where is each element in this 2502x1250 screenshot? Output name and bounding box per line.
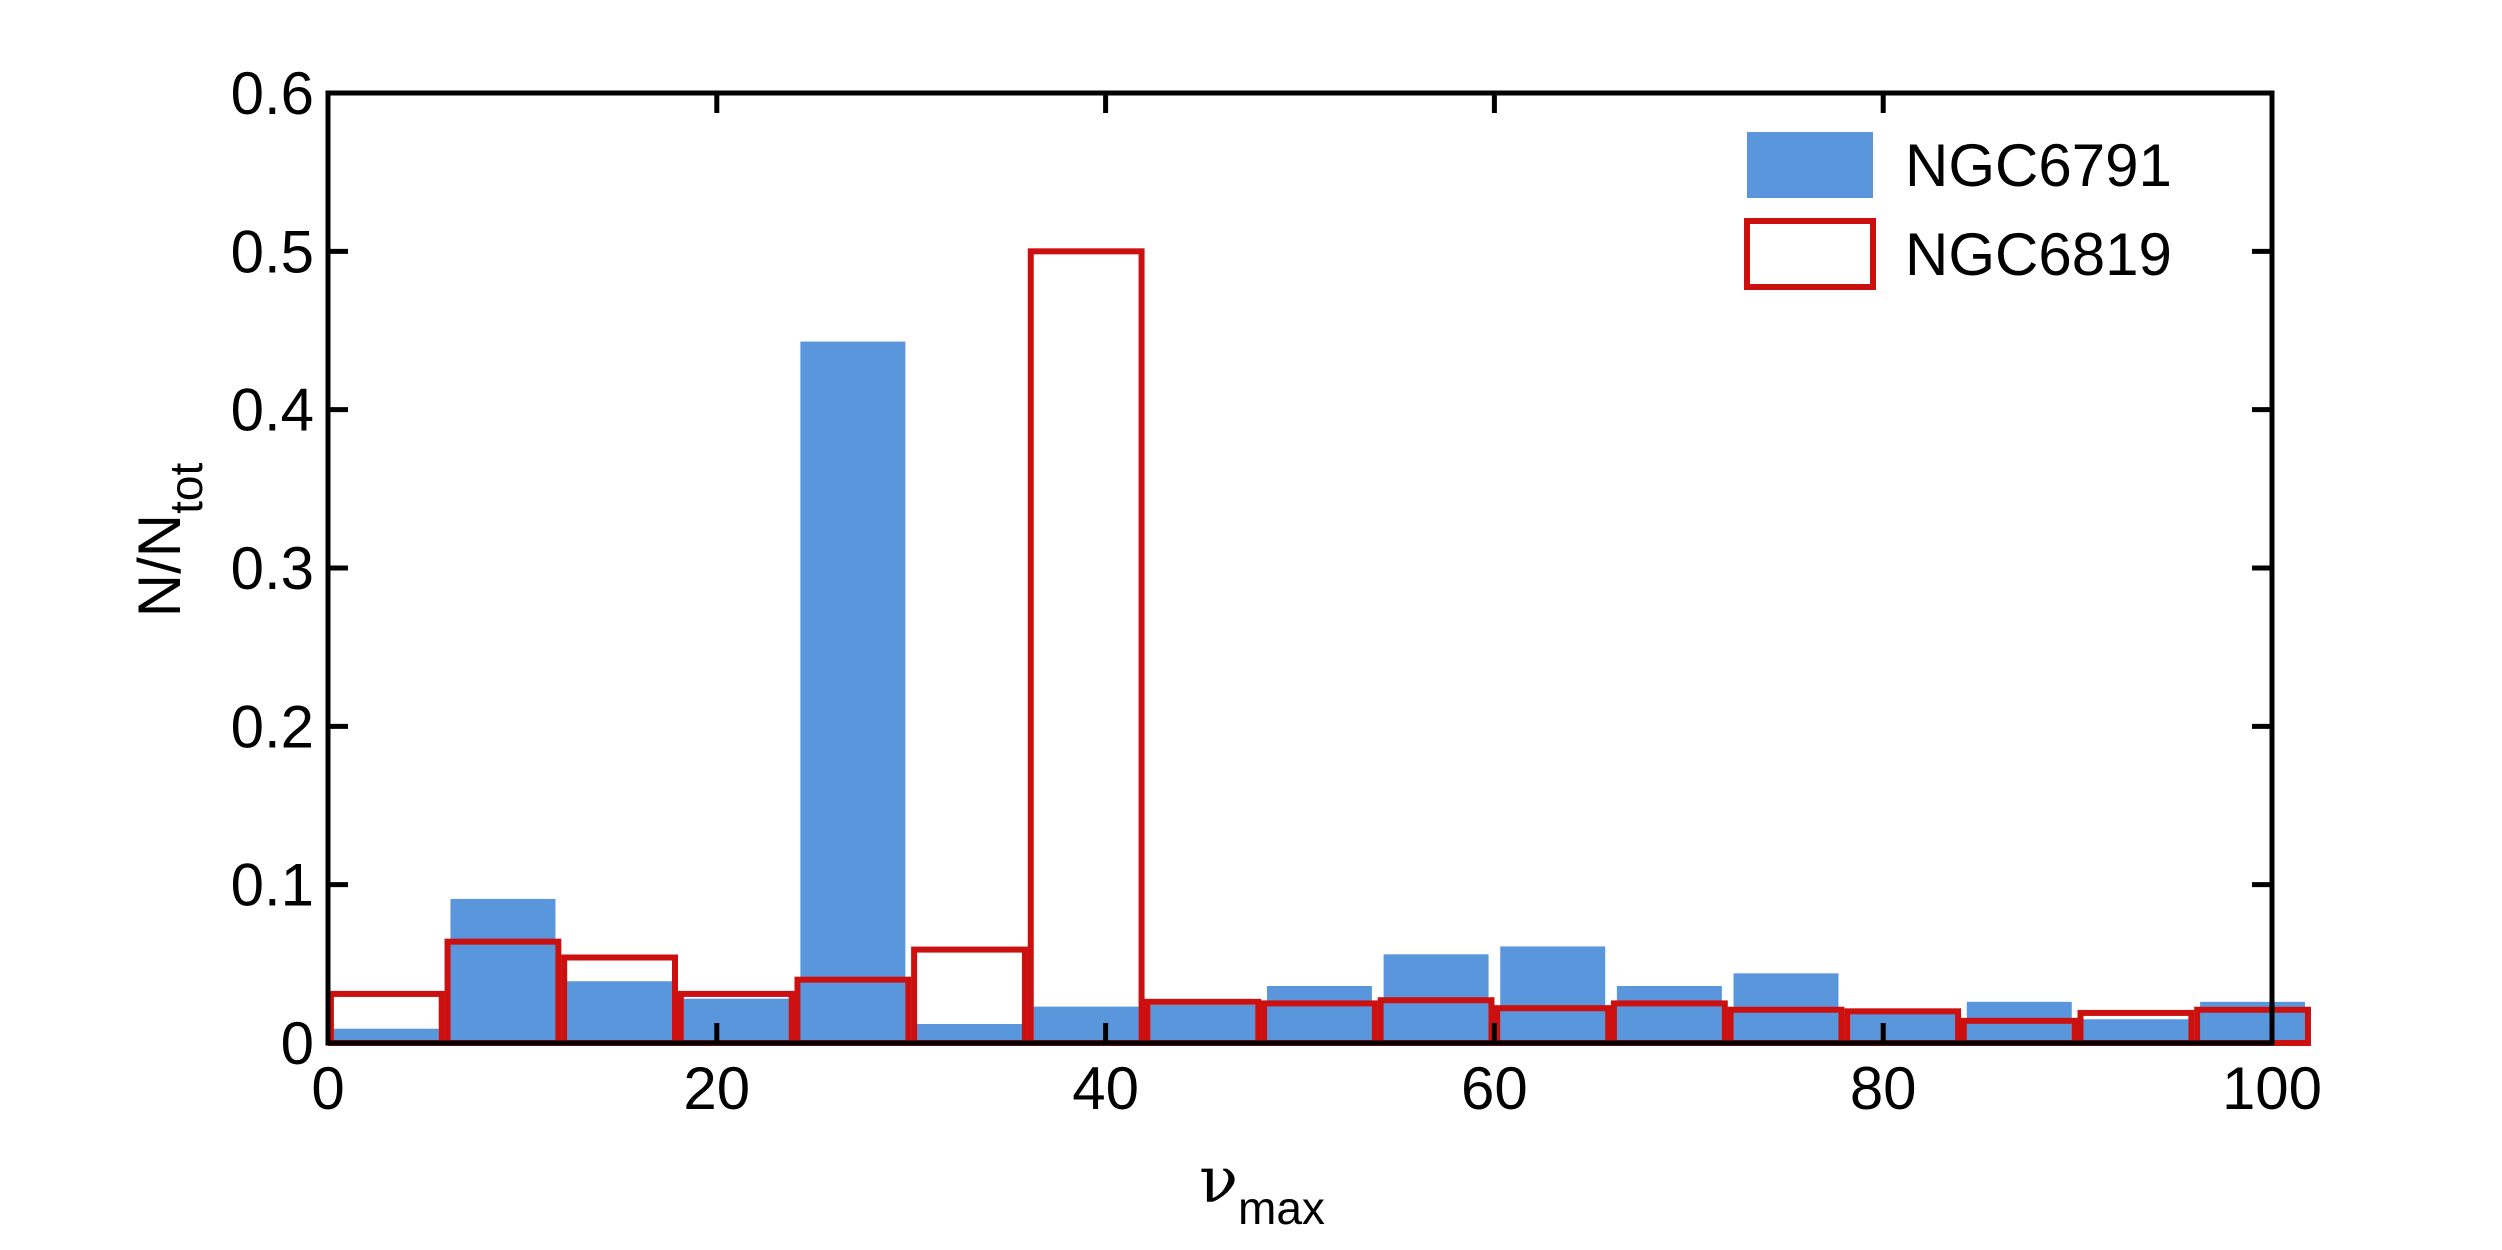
y-tick-label-2: 0.2	[231, 693, 314, 760]
legend: NGC6791 NGC6819	[1744, 132, 2172, 290]
y-tick-label-3: 0.3	[231, 535, 314, 602]
x-axis-label-sub: max	[1238, 1182, 1325, 1234]
legend-label-ngc6819: NGC6819	[1905, 221, 2172, 288]
x-tick-label-40: 40	[1072, 1055, 1139, 1122]
x-tick-label-100: 100	[2222, 1055, 2322, 1122]
y-axis-label: N/Ntot	[126, 463, 212, 618]
bar-ngc6791-4	[800, 341, 906, 1043]
bar-ngc6791-11	[1616, 986, 1722, 1043]
x-tick-label-80: 80	[1850, 1055, 1917, 1122]
bar-ngc6791-5	[917, 1024, 1023, 1043]
bar-ngc6791-0	[333, 1028, 439, 1043]
bar-ngc6791-6	[1033, 1006, 1139, 1043]
bar-ngc6791-7	[1150, 1005, 1256, 1043]
y-tick-label-0: 0	[281, 1010, 314, 1077]
x-tick-label-60: 60	[1461, 1055, 1528, 1122]
x-axis-label: νmax	[1199, 1144, 1325, 1234]
y-tick-label-6: 0.6	[231, 60, 314, 127]
y-tick-label-4: 0.4	[231, 377, 314, 444]
x-tick-label-0: 0	[311, 1055, 344, 1122]
x-tick-label-20: 20	[683, 1055, 750, 1122]
y-tick-label-5: 0.5	[231, 218, 314, 285]
bar-ngc6791-2	[567, 981, 673, 1043]
legend-swatch-ngc6819	[1744, 218, 1876, 290]
bar-ngc6791-1	[450, 898, 556, 1043]
legend-swatch-ngc6791	[1747, 132, 1873, 198]
legend-label-ngc6791: NGC6791	[1905, 132, 2172, 199]
bar-ngc6791-3	[683, 998, 789, 1043]
y-axis-label-main: N/N	[126, 514, 193, 617]
x-axis-label-main: ν	[1199, 1144, 1238, 1218]
axis-ticks: 0 20 40 60 80 100 0 0.1 0.2 0.3 0.4 0.5 0.6	[231, 60, 2322, 1122]
y-tick-label-1: 0.1	[231, 852, 314, 919]
bar-ngc6791-15	[2083, 1019, 2189, 1043]
bar-ngc6791-10	[1500, 946, 1606, 1043]
y-axis-label-sub: tot	[160, 463, 212, 514]
bar-ngc6791-8	[1266, 986, 1372, 1043]
bar-ngc6791-13	[1850, 1011, 1956, 1043]
